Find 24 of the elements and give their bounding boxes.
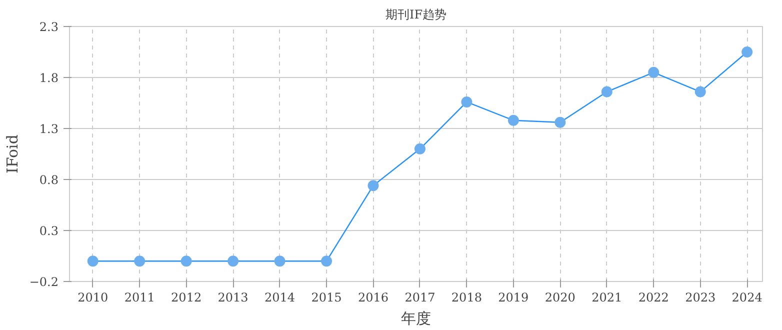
y-tick-label: 2.3: [39, 20, 59, 34]
x-tick-label: 2011: [124, 290, 155, 304]
x-tick-label: 2022: [638, 290, 669, 304]
x-tick-label: 2010: [78, 290, 108, 304]
chart-title: 期刊IF趋势: [385, 8, 447, 22]
x-tick-label: 2014: [264, 290, 296, 304]
y-tick-label: 1.3: [39, 122, 59, 136]
x-tick-label: 2020: [544, 290, 576, 304]
x-tick-label: 2013: [218, 290, 248, 304]
x-tick-label: 2023: [685, 290, 716, 304]
y-tick-label: 1.8: [39, 71, 59, 85]
x-tick-label: 2012: [171, 290, 202, 304]
x-tick-label: 2018: [451, 290, 482, 304]
y-tick-label: 0.3: [39, 224, 59, 238]
x-tick-label: 2019: [498, 290, 529, 304]
y-tick-label: 0.8: [39, 173, 59, 187]
y-tick-label: −0.2: [29, 275, 58, 289]
x-tick-label: 2016: [358, 290, 389, 304]
x-tick-label: 2021: [592, 290, 622, 304]
x-tick-label: 2015: [311, 290, 342, 304]
x-axis-title: 年度: [401, 310, 431, 328]
y-axis-title: IFoid: [3, 134, 22, 174]
x-tick-label: 2024: [732, 290, 763, 304]
x-tick-label: 2017: [404, 290, 436, 304]
